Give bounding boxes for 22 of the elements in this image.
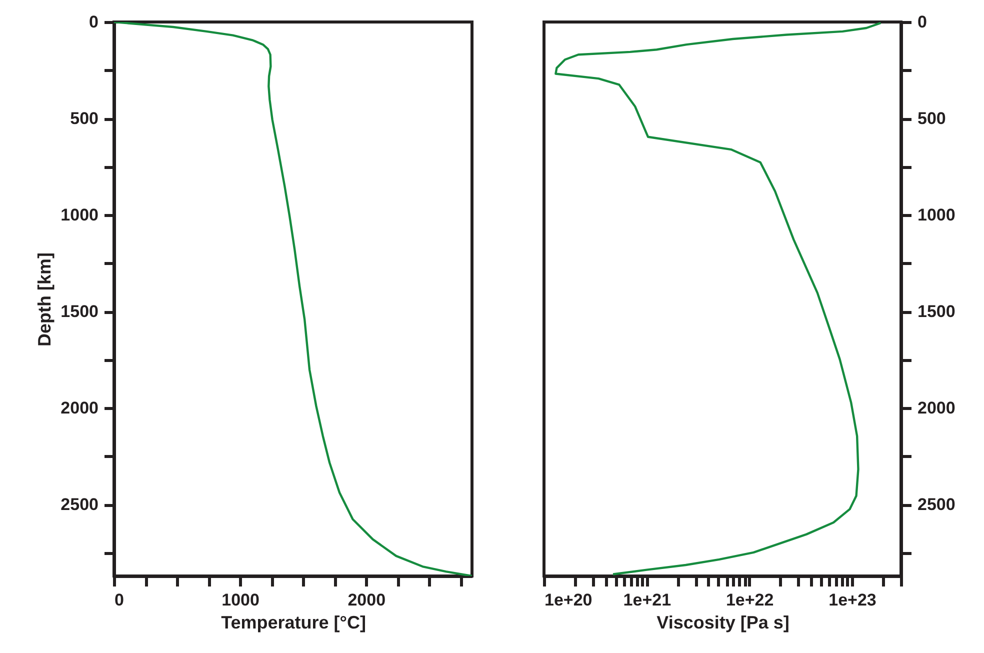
x-tick-label: 1e+23 [828,590,876,610]
y-tick-label: 500 [70,109,98,128]
x-tick-label: 0 [114,590,124,610]
y-tick-label: 1500 [60,302,98,322]
y-axis-title: Depth [km] [34,252,55,346]
x-axis-title: Temperature [°C] [221,612,366,632]
y-tick-label: 0 [89,12,98,32]
x-tick-label: 1e+20 [544,590,592,610]
y-tick-label: 2500 [60,495,98,514]
x-tick-label: 2000 [348,590,386,610]
y-tick-label: 2000 [60,398,98,418]
y-tick-label: 2500 [918,495,956,514]
y-tick-label: 1000 [918,206,956,225]
y-tick-label: 500 [918,109,946,128]
y-tick-label: 0 [918,12,927,32]
x-tick-label: 1e+21 [623,590,672,610]
y-tick-label: 1500 [918,302,956,322]
x-tick-label: 1000 [222,590,260,610]
x-tick-label: 1e+22 [726,590,774,610]
y-tick-label: 2000 [918,398,956,418]
y-tick-label: 1000 [60,206,98,225]
x-axis-title: Viscosity [Pa s] [656,612,790,632]
